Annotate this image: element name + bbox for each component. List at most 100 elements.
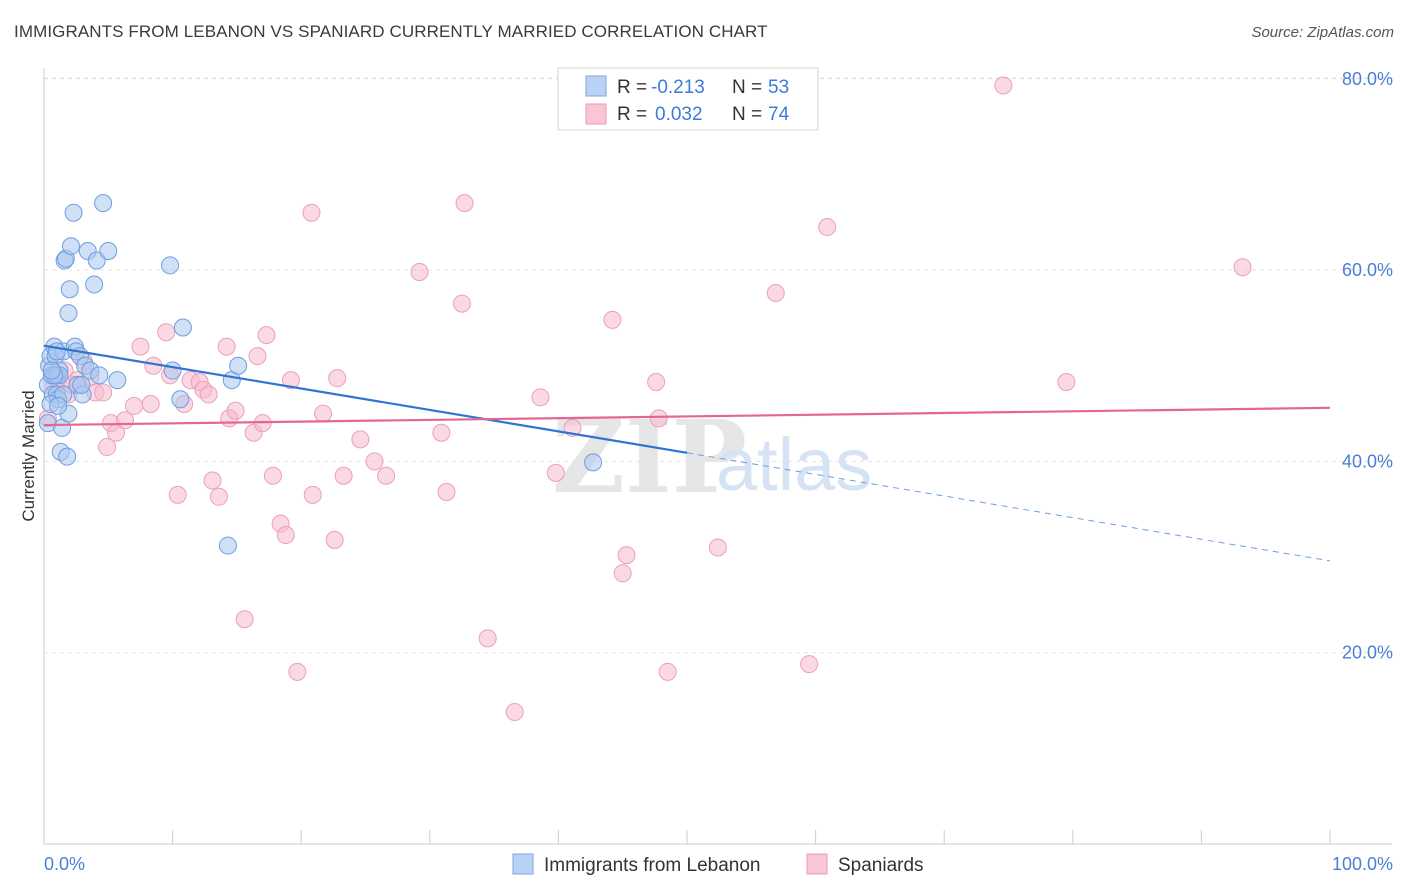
point-spaniards — [257, 326, 276, 345]
trend-line-spaniards — [43, 406, 1331, 427]
point-lebanon — [64, 203, 83, 222]
point-spaniards — [131, 337, 150, 356]
point-spaniards — [157, 323, 176, 342]
point-lebanon — [47, 342, 66, 361]
point-spaniards — [334, 466, 353, 485]
y-tick-label: 20.0% — [1342, 643, 1393, 663]
trend-line-lebanon-extrapolated — [686, 452, 1331, 562]
point-spaniards — [199, 385, 218, 404]
legend-r-label-2: R = — [617, 104, 647, 125]
legend-n-value-1: 53 — [768, 77, 789, 98]
point-spaniards — [226, 401, 245, 420]
legend-r-label-1: R = — [617, 77, 647, 98]
y-tick-label: 40.0% — [1342, 451, 1393, 471]
point-lebanon — [42, 361, 61, 380]
point-spaniards — [365, 452, 384, 471]
legend-top: R = -0.213 N = 53 R = 0.032 N = 74 — [557, 67, 819, 131]
point-spaniards — [314, 404, 333, 423]
point-spaniards — [818, 218, 837, 237]
trend-lines — [43, 344, 1331, 562]
point-spaniards — [248, 347, 267, 366]
point-lebanon — [163, 361, 182, 380]
point-lebanon — [218, 536, 237, 555]
legend-bottom-label-lebanon: Immigrants from Lebanon — [544, 855, 761, 876]
x-axis-ticks — [43, 830, 1331, 844]
point-spaniards — [766, 284, 785, 303]
point-spaniards — [263, 466, 282, 485]
point-lebanon — [85, 275, 104, 294]
point-lebanon — [62, 237, 81, 256]
x-tick-label-max: 100.0% — [1332, 854, 1393, 874]
point-spaniards — [235, 610, 254, 629]
point-spaniards — [276, 526, 295, 545]
point-spaniards — [1057, 373, 1076, 392]
y-tick-label: 80.0% — [1342, 69, 1393, 89]
source-credit: Source: ZipAtlas.com — [1251, 24, 1394, 41]
point-spaniards — [437, 483, 456, 502]
point-spaniards — [325, 530, 344, 549]
point-lebanon — [49, 396, 68, 415]
legend-n-label-2: N = — [732, 104, 762, 125]
point-lebanon — [161, 256, 180, 275]
point-spaniards — [531, 388, 550, 407]
point-spaniards — [505, 703, 524, 722]
y-axis-label: Currently Married — [19, 390, 38, 521]
point-spaniards — [281, 371, 300, 390]
legend-bottom-label-spaniards: Spaniards — [838, 855, 924, 876]
point-spaniards — [303, 485, 322, 504]
legend-swatch-lebanon — [585, 75, 607, 97]
x-tick-label-min: 0.0% — [44, 854, 85, 874]
point-spaniards — [708, 538, 727, 557]
point-lebanon — [94, 194, 113, 213]
point-lebanon — [99, 241, 118, 260]
point-spaniards — [658, 662, 677, 681]
point-spaniards — [478, 629, 497, 648]
point-spaniards — [649, 409, 668, 428]
series-spaniards-points — [38, 76, 1252, 722]
point-spaniards — [288, 662, 307, 681]
legend-bottom-swatch-lebanon — [512, 853, 534, 875]
point-spaniards — [168, 485, 187, 504]
point-spaniards — [351, 430, 370, 449]
series-lebanon-points — [38, 194, 603, 555]
watermark-atlas: atlas — [716, 423, 872, 506]
point-spaniards — [209, 487, 228, 506]
point-lebanon — [229, 356, 248, 375]
legend-swatch-spaniards — [585, 103, 607, 125]
point-spaniards — [455, 194, 474, 213]
legend-r-value-1: -0.213 — [651, 77, 705, 98]
point-spaniards — [410, 263, 429, 282]
point-spaniards — [452, 294, 471, 313]
point-spaniards — [432, 423, 451, 442]
point-spaniards — [613, 564, 632, 583]
point-lebanon — [171, 390, 190, 409]
point-lebanon — [584, 453, 603, 472]
point-lebanon — [108, 371, 127, 390]
point-spaniards — [800, 655, 819, 674]
trend-line-lebanon — [43, 344, 688, 454]
point-spaniards — [546, 463, 565, 482]
y-tick-label: 60.0% — [1342, 260, 1393, 280]
point-spaniards — [994, 76, 1013, 95]
legend-bottom-swatch-spaniards — [806, 853, 828, 875]
point-spaniards — [328, 369, 347, 388]
point-lebanon — [173, 318, 192, 337]
point-spaniards — [141, 395, 160, 414]
chart-title: IMMIGRANTS FROM LEBANON VS SPANIARD CURR… — [14, 22, 768, 41]
point-lebanon — [87, 251, 106, 270]
y-axis-tick-labels: 20.0% 40.0% 60.0% 80.0% — [1342, 69, 1393, 663]
point-lebanon — [90, 366, 109, 385]
point-spaniards — [217, 337, 236, 356]
point-spaniards — [94, 383, 113, 402]
point-spaniards — [203, 471, 222, 490]
point-spaniards — [125, 396, 144, 415]
legend-r-value-2: 0.032 — [655, 104, 703, 125]
point-lebanon — [60, 280, 79, 299]
legend-n-value-2: 74 — [768, 104, 790, 125]
legend-n-label-1: N = — [732, 77, 762, 98]
point-spaniards — [377, 466, 396, 485]
point-lebanon — [72, 375, 91, 394]
point-lebanon — [59, 304, 78, 323]
legend-bottom: Immigrants from Lebanon Spaniards — [512, 853, 924, 876]
